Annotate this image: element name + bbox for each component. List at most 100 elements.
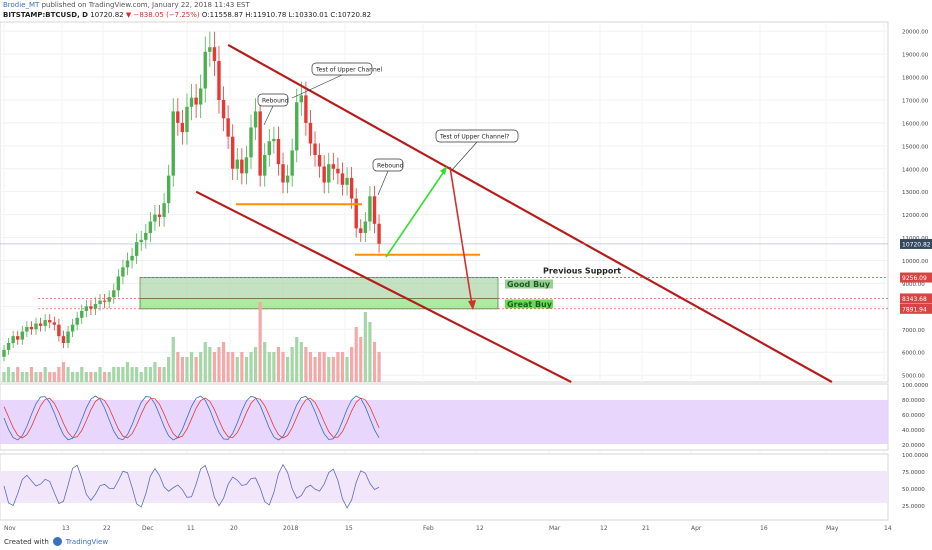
rsi-axis-label: 75.0000 — [902, 470, 925, 476]
candle-body — [313, 143, 317, 155]
stoch-k-line — [3, 395, 380, 441]
time-tick-label: 12 — [600, 525, 608, 532]
projection-down-arrow — [449, 166, 473, 306]
candle-body — [20, 331, 24, 340]
created-with-text: Created with — [4, 537, 49, 546]
price-tick-label: 19000.00 — [902, 53, 929, 59]
time-tick-label: 14 — [884, 525, 892, 532]
volume-bar — [267, 352, 271, 382]
candle-body — [345, 177, 349, 185]
price-tick-label: 17000.00 — [902, 98, 929, 104]
candle-body — [281, 164, 285, 183]
volume-bar — [189, 352, 194, 382]
good-buy-zone — [139, 277, 499, 299]
candle-body — [6, 343, 11, 350]
candle-body — [66, 331, 70, 344]
price-tick-label: 14000.00 — [902, 167, 929, 173]
candle-body — [226, 118, 230, 137]
volume-bar — [336, 352, 340, 382]
volume-bar — [38, 372, 43, 382]
candle-body — [98, 300, 102, 305]
candle-body — [162, 203, 166, 217]
stoch-axis-label: 60.0000 — [902, 413, 925, 419]
volume-bar — [372, 342, 377, 382]
zone-label: Great Buy — [507, 300, 553, 309]
candle-body — [166, 175, 171, 204]
publish-info: Brodie_MT published on TradingView.com, … — [3, 1, 250, 10]
price-tick-label: 20000.00 — [902, 30, 929, 36]
time-tick-label: 22 — [103, 525, 111, 532]
volume-bar — [313, 357, 317, 382]
volume-bar — [52, 372, 56, 382]
candle-body — [272, 138, 276, 142]
candle-body — [377, 223, 381, 244]
candle-body — [359, 228, 363, 233]
candle-body — [125, 260, 130, 268]
candle-body — [130, 255, 134, 261]
volume-bar — [263, 342, 267, 382]
volume-bar — [57, 367, 61, 382]
candle-body — [112, 290, 116, 298]
volume-bar — [199, 352, 203, 382]
volume-bar — [281, 352, 285, 382]
volume-bar — [345, 357, 349, 382]
volume-bar — [235, 357, 239, 382]
volume-bar — [185, 357, 189, 382]
volume-bar — [221, 342, 226, 382]
stoch-axis-label: 20.0000 — [902, 443, 925, 449]
volume-bar — [75, 372, 79, 382]
time-tick-label: Feb — [423, 525, 434, 532]
candle-body — [107, 297, 111, 302]
rsi-axis-label: 50.0000 — [902, 487, 925, 493]
volume-bar — [203, 342, 207, 382]
volume-bar — [290, 347, 294, 382]
volume-bar — [162, 367, 166, 382]
last-price: 10720.82 — [90, 11, 124, 19]
candle-body — [217, 60, 221, 100]
volume-bar — [20, 372, 24, 382]
price-axis-label: 8343.68 — [902, 296, 927, 303]
volume-bar — [253, 347, 258, 382]
callout-box — [372, 158, 404, 172]
stoch-axis-label: 80.0000 — [902, 398, 925, 404]
rsi-axis-label: 100.0000 — [902, 453, 929, 459]
price-axis-label-bg — [900, 303, 932, 314]
price-axis-label: 10720.82 — [902, 241, 931, 248]
candle-body — [116, 276, 121, 291]
volume-bar — [217, 347, 221, 382]
candle-body — [16, 336, 20, 340]
footer: Created with TradingView — [4, 537, 108, 546]
candle-body — [372, 196, 377, 224]
volume-bar — [331, 357, 335, 382]
candle-body — [249, 127, 253, 158]
volume-bar — [322, 352, 326, 382]
stoch-axis-label: 100.0000 — [902, 383, 929, 389]
author-name[interactable]: Brodie_MT — [3, 1, 40, 9]
callout-pointer — [451, 141, 478, 171]
price-axis-label-bg — [900, 272, 932, 283]
rsi-line — [3, 463, 380, 509]
candle-body — [185, 106, 189, 133]
tradingview-link[interactable]: TradingView — [65, 537, 109, 546]
volume-bar — [139, 372, 143, 382]
volume-bar — [61, 362, 66, 382]
volume-bar — [93, 372, 98, 382]
callout-box — [435, 129, 519, 143]
time-tick-label: 2018 — [283, 525, 298, 532]
time-tick-label: Mar — [549, 525, 561, 532]
volume-bar — [135, 367, 139, 382]
symbol-name: BITSTAMP:BTCUSD, D — [3, 11, 88, 19]
price-tick-label: 15000.00 — [902, 144, 929, 150]
candle-body — [93, 304, 98, 309]
candle-body — [176, 111, 180, 123]
candle-body — [295, 102, 299, 151]
rsi-axis-label: 25.0000 — [902, 504, 925, 510]
volume-bar — [249, 352, 253, 382]
candle-body — [349, 177, 354, 199]
rsi-band — [0, 471, 888, 503]
volume-bar — [176, 352, 180, 382]
volume-bar — [212, 352, 217, 382]
candle-body — [263, 154, 267, 176]
time-tick-label: Nov — [4, 525, 16, 532]
